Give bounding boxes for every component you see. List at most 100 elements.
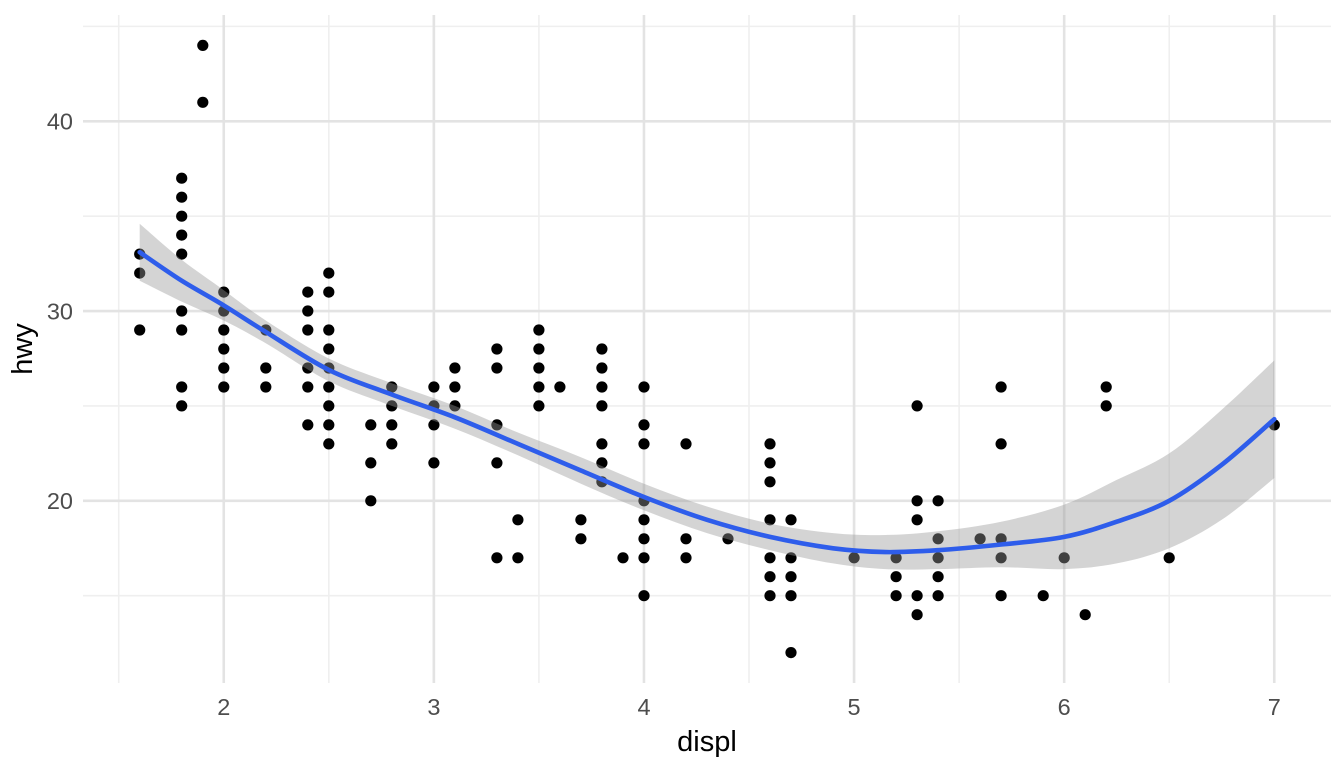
data-point xyxy=(785,514,797,526)
data-point xyxy=(596,400,608,412)
data-point xyxy=(890,571,902,583)
data-point xyxy=(302,419,314,431)
data-point xyxy=(995,533,1007,545)
data-point xyxy=(533,343,545,355)
x-tick-label: 5 xyxy=(848,694,861,720)
data-point xyxy=(491,343,503,355)
data-point xyxy=(323,267,335,279)
data-point xyxy=(134,267,146,279)
data-point xyxy=(638,438,650,450)
data-point xyxy=(575,533,587,545)
data-point xyxy=(785,571,797,583)
data-point xyxy=(365,495,377,507)
x-axis-title: displ xyxy=(677,726,737,758)
data-point xyxy=(386,400,398,412)
data-point xyxy=(176,400,188,412)
data-point xyxy=(218,381,230,393)
data-point xyxy=(323,324,335,336)
y-axis-title: hwy xyxy=(7,323,39,375)
data-point xyxy=(218,343,230,355)
x-tick-label: 3 xyxy=(427,694,440,720)
data-point xyxy=(176,248,188,260)
points-layer xyxy=(134,39,1280,659)
data-point xyxy=(302,381,314,393)
data-point xyxy=(134,324,146,336)
x-tick-label: 6 xyxy=(1058,694,1071,720)
data-point xyxy=(575,514,587,526)
data-point xyxy=(1037,590,1049,602)
data-point xyxy=(764,438,776,450)
data-point xyxy=(323,343,335,355)
data-point xyxy=(533,381,545,393)
data-point xyxy=(995,590,1007,602)
data-point xyxy=(449,400,461,412)
data-point xyxy=(911,609,923,621)
data-point xyxy=(1100,381,1112,393)
confidence-ribbon xyxy=(139,223,1275,570)
data-point xyxy=(428,457,440,469)
data-point xyxy=(365,457,377,469)
x-tick-label: 7 xyxy=(1268,694,1281,720)
data-point xyxy=(932,571,944,583)
data-point xyxy=(785,552,797,564)
data-point xyxy=(890,590,902,602)
data-point xyxy=(176,381,188,393)
data-point xyxy=(197,96,209,108)
data-point xyxy=(638,533,650,545)
data-point xyxy=(512,552,524,564)
data-point xyxy=(932,495,944,507)
data-point xyxy=(911,514,923,526)
data-point xyxy=(260,362,272,374)
data-point xyxy=(386,438,398,450)
data-point xyxy=(974,533,986,545)
data-point xyxy=(302,286,314,298)
data-point xyxy=(722,533,734,545)
data-point xyxy=(218,286,230,298)
data-point xyxy=(680,533,692,545)
data-point xyxy=(785,647,797,659)
data-point xyxy=(176,172,188,184)
data-point xyxy=(995,438,1007,450)
data-point xyxy=(176,324,188,336)
data-point xyxy=(764,476,776,488)
data-point xyxy=(995,381,1007,393)
data-point xyxy=(176,305,188,317)
data-point xyxy=(491,419,503,431)
data-point xyxy=(932,533,944,545)
data-point xyxy=(596,457,608,469)
data-point xyxy=(638,514,650,526)
data-point xyxy=(323,400,335,412)
data-point xyxy=(176,210,188,222)
data-point xyxy=(176,229,188,241)
data-point xyxy=(449,381,461,393)
data-point xyxy=(617,552,629,564)
x-tick-labels: 2 3 4 5 6 7 xyxy=(217,694,1281,720)
data-point xyxy=(323,419,335,431)
data-point xyxy=(932,552,944,564)
data-point xyxy=(449,362,461,374)
data-point xyxy=(785,590,797,602)
data-point xyxy=(491,362,503,374)
data-point xyxy=(218,362,230,374)
y-tick-label: 20 xyxy=(47,488,73,514)
data-point xyxy=(638,381,650,393)
y-tick-labels: 20 30 40 xyxy=(47,109,73,515)
data-point xyxy=(764,552,776,564)
data-point xyxy=(638,590,650,602)
grid-minor-layer xyxy=(83,15,1331,683)
data-point xyxy=(1058,552,1070,564)
data-point xyxy=(386,419,398,431)
data-point xyxy=(680,552,692,564)
data-point xyxy=(1079,609,1091,621)
data-point xyxy=(428,419,440,431)
data-point xyxy=(911,400,923,412)
grid-major-layer xyxy=(83,15,1331,683)
data-point xyxy=(764,571,776,583)
data-point xyxy=(323,381,335,393)
data-point xyxy=(764,590,776,602)
data-point xyxy=(533,324,545,336)
data-point xyxy=(176,191,188,203)
data-point xyxy=(302,305,314,317)
data-point xyxy=(911,590,923,602)
